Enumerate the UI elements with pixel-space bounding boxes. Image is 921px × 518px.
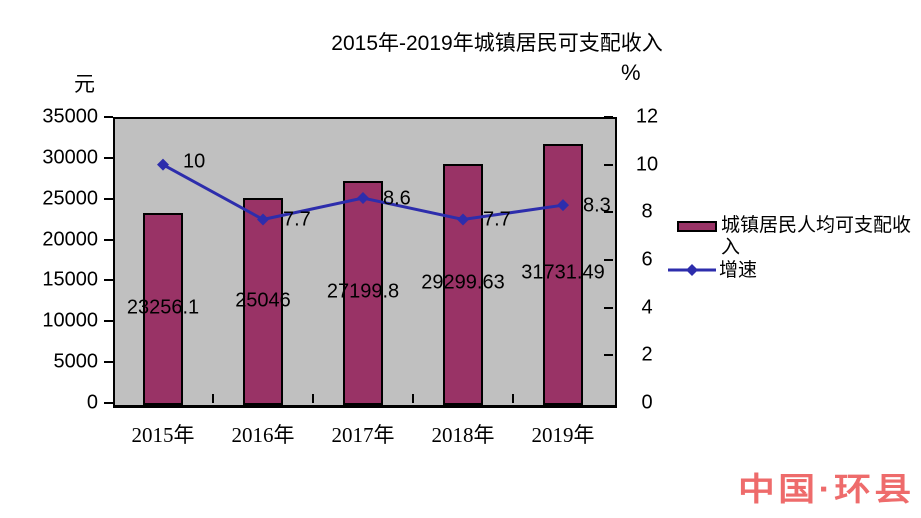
- right-axis-tick-label: 8: [641, 200, 653, 223]
- x-axis-label: 2019年: [531, 423, 595, 447]
- bar-value-label: 29299.63: [421, 271, 505, 294]
- left-axis-tick-label: 25000: [42, 187, 98, 210]
- x-axis-label: 2017年: [331, 423, 395, 447]
- legend-growth-label: 增速: [719, 260, 758, 281]
- right-axis-tick-label: 10: [635, 153, 659, 176]
- left-axis-tick-label: 20000: [42, 228, 98, 251]
- right-axis-tick-label: 12: [635, 105, 659, 128]
- left-axis-tick: [104, 116, 113, 118]
- bar-value-label: 31731.49: [521, 261, 605, 284]
- right-axis-tick: [604, 354, 613, 357]
- left-axis-tick: [104, 156, 113, 159]
- line-value-label: 10: [183, 150, 206, 173]
- x-axis-tick: [412, 394, 414, 403]
- legend-item-income: 城镇居民人均可支配收入: [668, 215, 920, 259]
- left-axis-tick-label: 30000: [42, 146, 98, 169]
- chart-title: 2015年-2019年城镇居民可支配收入: [331, 32, 663, 55]
- right-axis-tick: [604, 259, 613, 261]
- legend-line-swatch-icon: [668, 263, 716, 277]
- left-axis-tick-label: 5000: [53, 350, 99, 373]
- legend-bar-swatch-icon: [677, 221, 717, 232]
- right-axis-tick: [604, 306, 613, 309]
- income-bar: [243, 198, 283, 405]
- left-axis-tick: [104, 238, 113, 241]
- left-axis-tick-label: 10000: [42, 309, 98, 332]
- left-axis-tick-label: 15000: [42, 268, 98, 291]
- x-axis-tick: [512, 394, 514, 403]
- line-value-label: 7.7: [483, 208, 511, 231]
- right-axis-tick-label: 6: [641, 248, 653, 271]
- left-axis-tick: [104, 361, 113, 364]
- right-axis-tick-label: 2: [641, 343, 653, 366]
- watermark-china-huanxian: 中国·环县: [738, 471, 915, 507]
- line-value-label: 8.6: [383, 187, 411, 210]
- legend-income-label: 城镇居民人均可支配收入: [721, 215, 912, 258]
- right-axis-unit-label: %: [621, 60, 641, 85]
- legend-item-growth: 增速: [668, 260, 920, 282]
- x-axis-tick: [312, 394, 314, 403]
- left-axis-tick: [104, 197, 113, 200]
- line-value-label: 7.7: [283, 208, 311, 231]
- x-axis-label: 2018年: [431, 423, 495, 447]
- left-axis-tick: [104, 402, 113, 404]
- x-axis-label: 2016年: [231, 423, 295, 447]
- line-value-label: 8.3: [583, 194, 611, 217]
- left-axis-tick: [104, 320, 113, 323]
- left-axis-tick-label: 0: [86, 391, 98, 414]
- right-axis-tick: [604, 211, 613, 214]
- bar-value-label: 27199.8: [326, 280, 400, 303]
- right-axis-tick-label: 0: [641, 391, 653, 414]
- x-axis-label: 2015年: [131, 423, 195, 447]
- right-axis-tick: [604, 163, 613, 166]
- right-axis-tick: [604, 116, 613, 118]
- left-axis-tick: [104, 279, 113, 282]
- left-axis-tick-label: 35000: [42, 105, 98, 128]
- bar-value-label: 25046: [235, 289, 291, 312]
- bar-value-label: 23256.1: [126, 296, 200, 319]
- x-axis-tick: [212, 394, 214, 403]
- right-axis-tick-label: 4: [641, 296, 653, 319]
- left-axis-unit-label: 元: [74, 73, 95, 96]
- legend: 城镇居民人均可支配收入 增速: [668, 215, 920, 282]
